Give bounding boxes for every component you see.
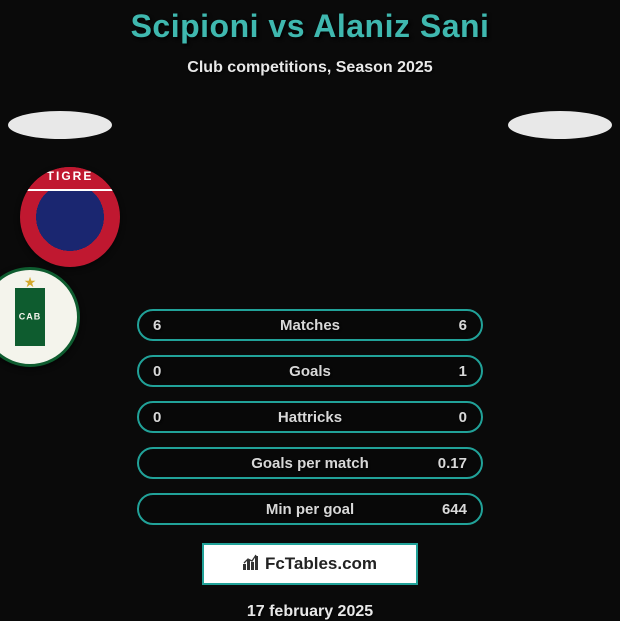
stat-right-value: 6: [437, 317, 467, 334]
brand-text: FcTables.com: [265, 554, 377, 574]
stat-right-value: 1: [437, 363, 467, 380]
club-badge-right[interactable]: ★ CAB: [0, 267, 80, 367]
stat-row-matches: 6 Matches 6: [137, 309, 483, 341]
stat-label: Min per goal: [183, 501, 437, 518]
stat-row-goals-per-match: Goals per match 0.17: [137, 447, 483, 479]
page-title: Scipioni vs Alaniz Sani: [0, 8, 620, 45]
club-badge-left[interactable]: TIGRE: [20, 167, 120, 267]
stat-right-value: 644: [437, 501, 467, 518]
stat-right-value: 0.17: [437, 455, 467, 472]
brand-link[interactable]: FcTables.com: [202, 543, 418, 585]
stats-area: TIGRE ★ CAB 6 Matches 6 0 Goals 1 0 Hatt…: [0, 109, 620, 621]
star-icon: ★: [24, 274, 37, 291]
player-marker-left: [8, 111, 112, 139]
comparison-card: Scipioni vs Alaniz Sani Club competition…: [0, 0, 620, 621]
stat-label: Hattricks: [183, 409, 437, 426]
stat-row-goals: 0 Goals 1: [137, 355, 483, 387]
stat-rows: 6 Matches 6 0 Goals 1 0 Hattricks 0 Goal…: [137, 309, 483, 525]
stat-right-value: 0: [437, 409, 467, 426]
stat-label: Goals: [183, 363, 437, 380]
bar-chart-icon: [243, 554, 261, 575]
stat-label: Matches: [183, 317, 437, 334]
stat-row-min-per-goal: Min per goal 644: [137, 493, 483, 525]
player-marker-right: [508, 111, 612, 139]
stat-left-value: 0: [153, 363, 183, 380]
subtitle: Club competitions, Season 2025: [0, 59, 620, 77]
stat-left-value: 0: [153, 409, 183, 426]
club-badge-right-text: CAB: [19, 313, 42, 322]
date-label: 17 february 2025: [0, 603, 620, 621]
club-badge-left-text: TIGRE: [20, 169, 120, 183]
stat-label: Goals per match: [183, 455, 437, 472]
stat-row-hattricks: 0 Hattricks 0: [137, 401, 483, 433]
stat-left-value: 6: [153, 317, 183, 334]
